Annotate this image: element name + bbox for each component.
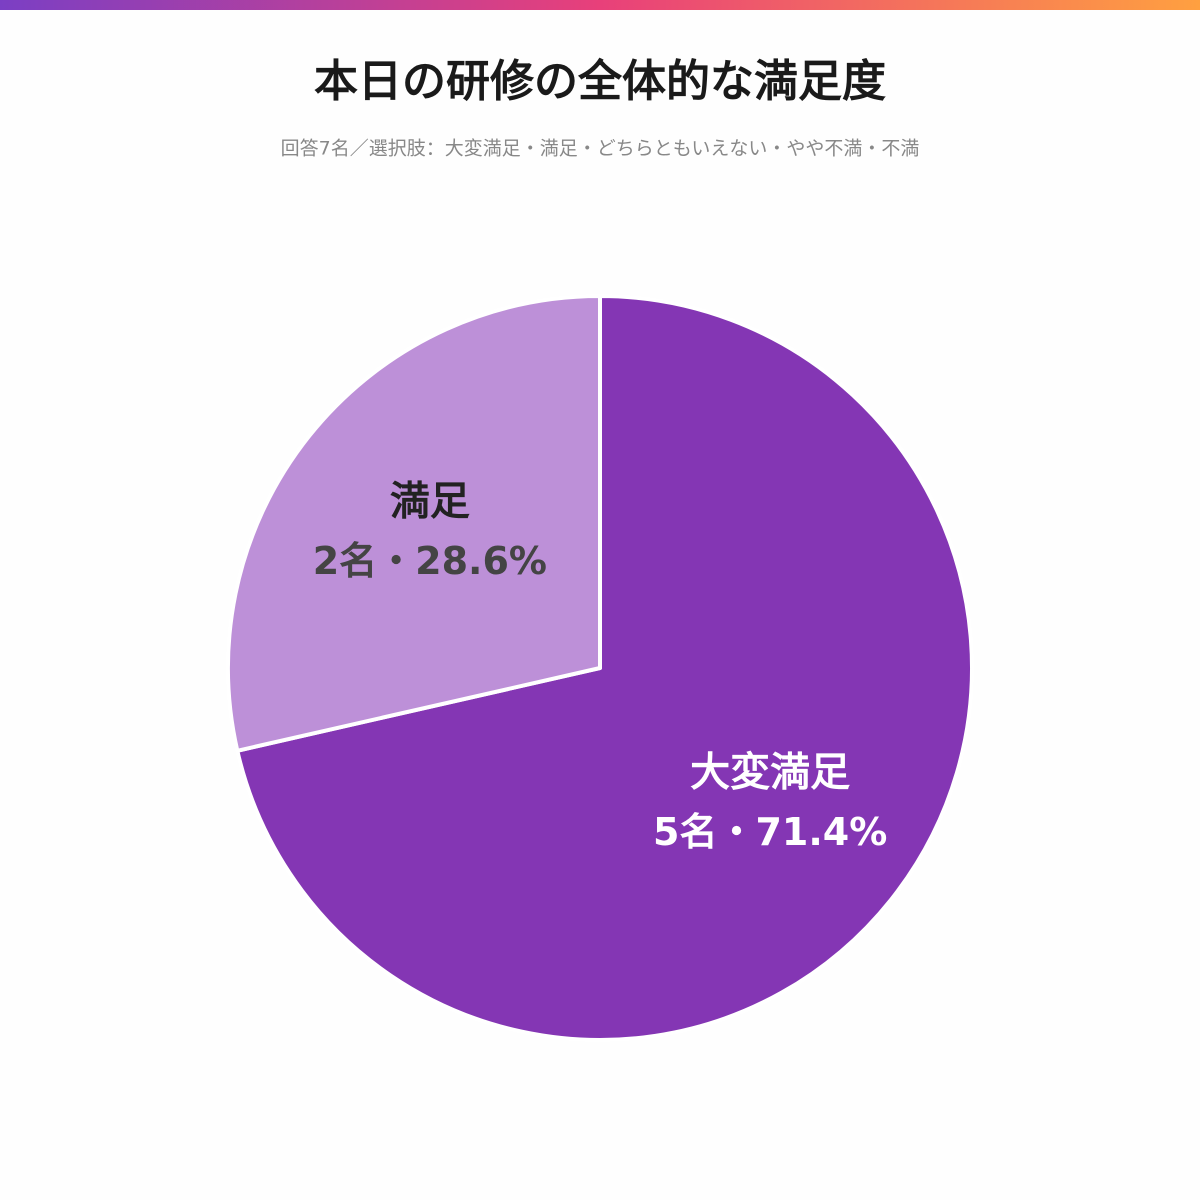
- chart-subtitle: 回答7名／選択肢：大変満足・満足・どちらともいえない・やや不満・不満: [281, 138, 920, 160]
- slice-value-label: 5名・71.4%: [653, 810, 887, 854]
- chart-title: 本日の研修の全体的な満足度: [314, 56, 886, 107]
- pie-slice: [226, 294, 602, 753]
- slice-label: 大変満足: [690, 750, 850, 796]
- pie-slice: [235, 294, 974, 1042]
- slice-value-label: 2名・28.6%: [313, 539, 547, 583]
- slice-label: 満足: [390, 478, 470, 524]
- top-accent-bar: [0, 0, 1200, 10]
